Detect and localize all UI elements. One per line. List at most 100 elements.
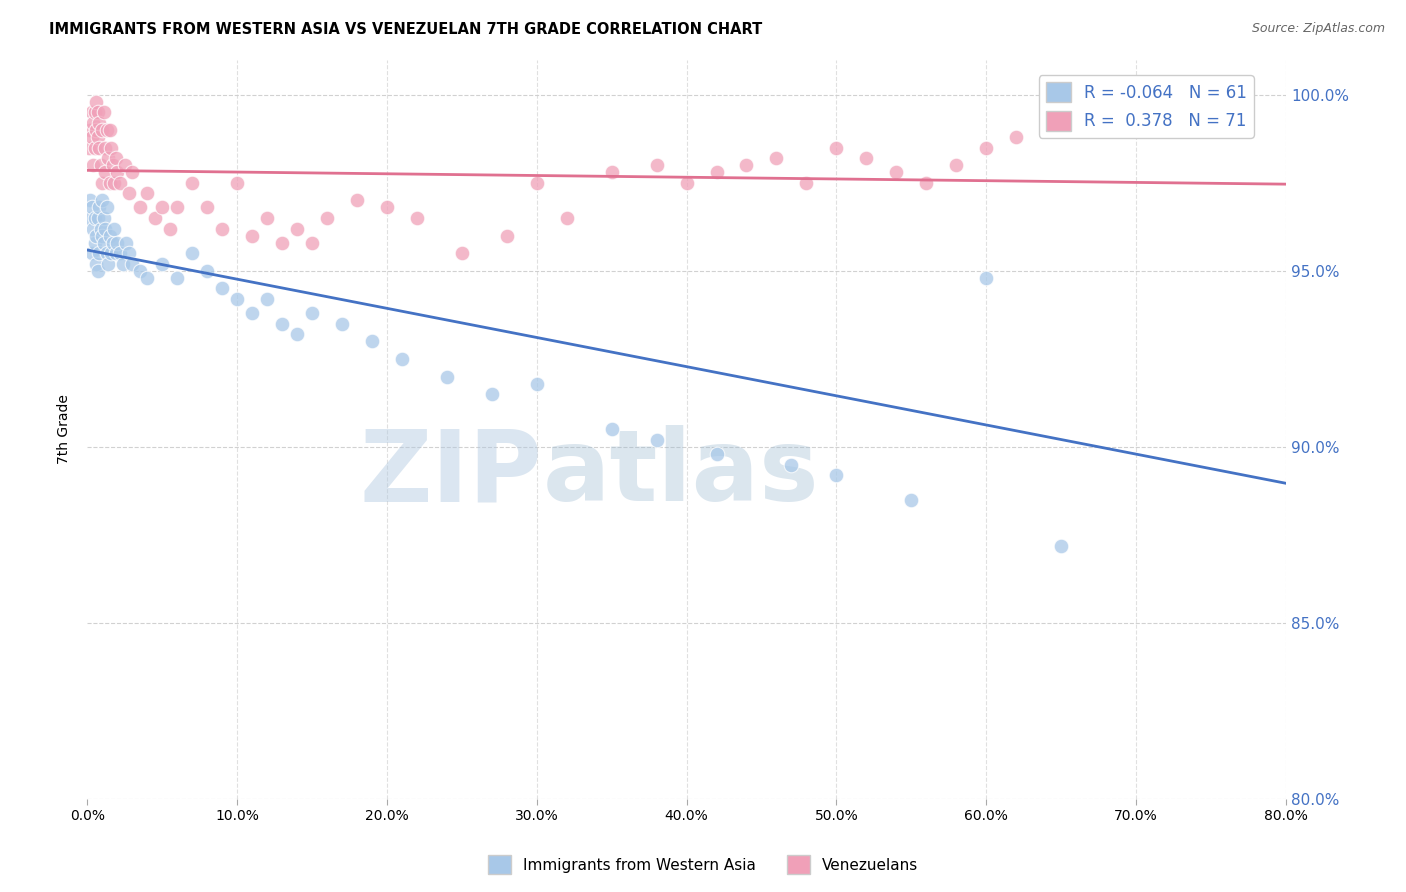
Point (91, 194, 114, 208)
Point (256, 292, 278, 306)
Point (240, 228, 263, 243)
Point (915, 176, 938, 190)
Point (526, 376, 548, 391)
Point (100, 246, 122, 260)
Point (93, 235, 115, 250)
Point (83, 211, 105, 225)
Point (96, 246, 118, 260)
Point (79, 123, 101, 137)
Point (436, 369, 458, 384)
Point (103, 176, 125, 190)
Point (89, 116, 111, 130)
Point (83, 141, 105, 155)
Point (98, 228, 121, 243)
Point (330, 317, 353, 331)
Point (80, 105, 103, 120)
Point (675, 176, 697, 190)
Point (346, 194, 368, 208)
Point (271, 235, 294, 250)
Point (118, 246, 141, 260)
Legend: R = -0.064   N = 61, R =  0.378   N = 71: R = -0.064 N = 61, R = 0.378 N = 71 (1039, 75, 1254, 137)
Point (143, 211, 166, 225)
Point (136, 186, 159, 201)
Point (108, 176, 131, 190)
Point (1050, 539, 1073, 553)
Point (256, 211, 278, 225)
Point (96, 201, 118, 215)
Point (91, 176, 114, 190)
Point (105, 235, 128, 250)
Point (600, 422, 623, 436)
Point (98, 123, 121, 137)
Point (89, 246, 111, 260)
Point (706, 447, 728, 461)
Point (285, 327, 308, 342)
Point (150, 201, 173, 215)
Point (86, 211, 108, 225)
Point (1005, 130, 1028, 145)
Point (128, 264, 150, 278)
Point (86, 105, 108, 120)
Point (94, 221, 117, 235)
Point (98, 176, 121, 190)
Point (285, 221, 308, 235)
Point (945, 158, 967, 172)
Point (211, 221, 233, 235)
Point (101, 158, 124, 172)
Point (86, 264, 108, 278)
Point (80, 201, 103, 215)
Point (706, 165, 728, 179)
Point (84, 228, 107, 243)
Point (181, 176, 204, 190)
Point (159, 221, 181, 235)
Point (195, 201, 218, 215)
Point (83, 105, 105, 120)
Point (271, 317, 294, 331)
Point (82, 158, 104, 172)
Point (735, 158, 758, 172)
Point (80, 130, 103, 145)
Point (645, 158, 668, 172)
Point (226, 292, 249, 306)
Point (82, 221, 104, 235)
Point (100, 141, 122, 155)
Point (974, 271, 997, 285)
Point (316, 211, 339, 225)
Point (128, 201, 150, 215)
Point (360, 334, 382, 349)
Point (450, 246, 472, 260)
Point (391, 351, 413, 366)
Text: ZIP: ZIP (360, 425, 543, 522)
Point (103, 221, 125, 235)
Point (90, 221, 112, 235)
Text: IMMIGRANTS FROM WESTERN ASIA VS VENEZUELAN 7TH GRADE CORRELATION CHART: IMMIGRANTS FROM WESTERN ASIA VS VENEZUEL… (49, 22, 762, 37)
Point (101, 235, 124, 250)
Point (77, 211, 100, 225)
Point (97, 151, 120, 165)
Point (886, 165, 908, 179)
Point (77, 141, 100, 155)
Point (84, 95, 107, 109)
Point (825, 468, 848, 483)
Point (91, 123, 114, 137)
Point (825, 141, 848, 155)
Point (93, 211, 115, 225)
Y-axis label: 7th Grade: 7th Grade (58, 394, 72, 464)
Point (84, 257, 107, 271)
Point (150, 257, 173, 271)
Point (481, 387, 503, 401)
Point (166, 271, 188, 285)
Point (118, 186, 141, 201)
Point (114, 158, 136, 172)
Point (104, 151, 127, 165)
Point (97, 257, 120, 271)
Point (80, 246, 103, 260)
Text: atlas: atlas (543, 425, 820, 522)
Point (796, 176, 818, 190)
Legend: Immigrants from Western Asia, Venezuelans: Immigrants from Western Asia, Venezuelan… (482, 849, 924, 880)
Point (96, 123, 118, 137)
Point (94, 141, 117, 155)
Point (121, 165, 143, 179)
Point (89, 141, 111, 155)
Point (645, 433, 668, 447)
